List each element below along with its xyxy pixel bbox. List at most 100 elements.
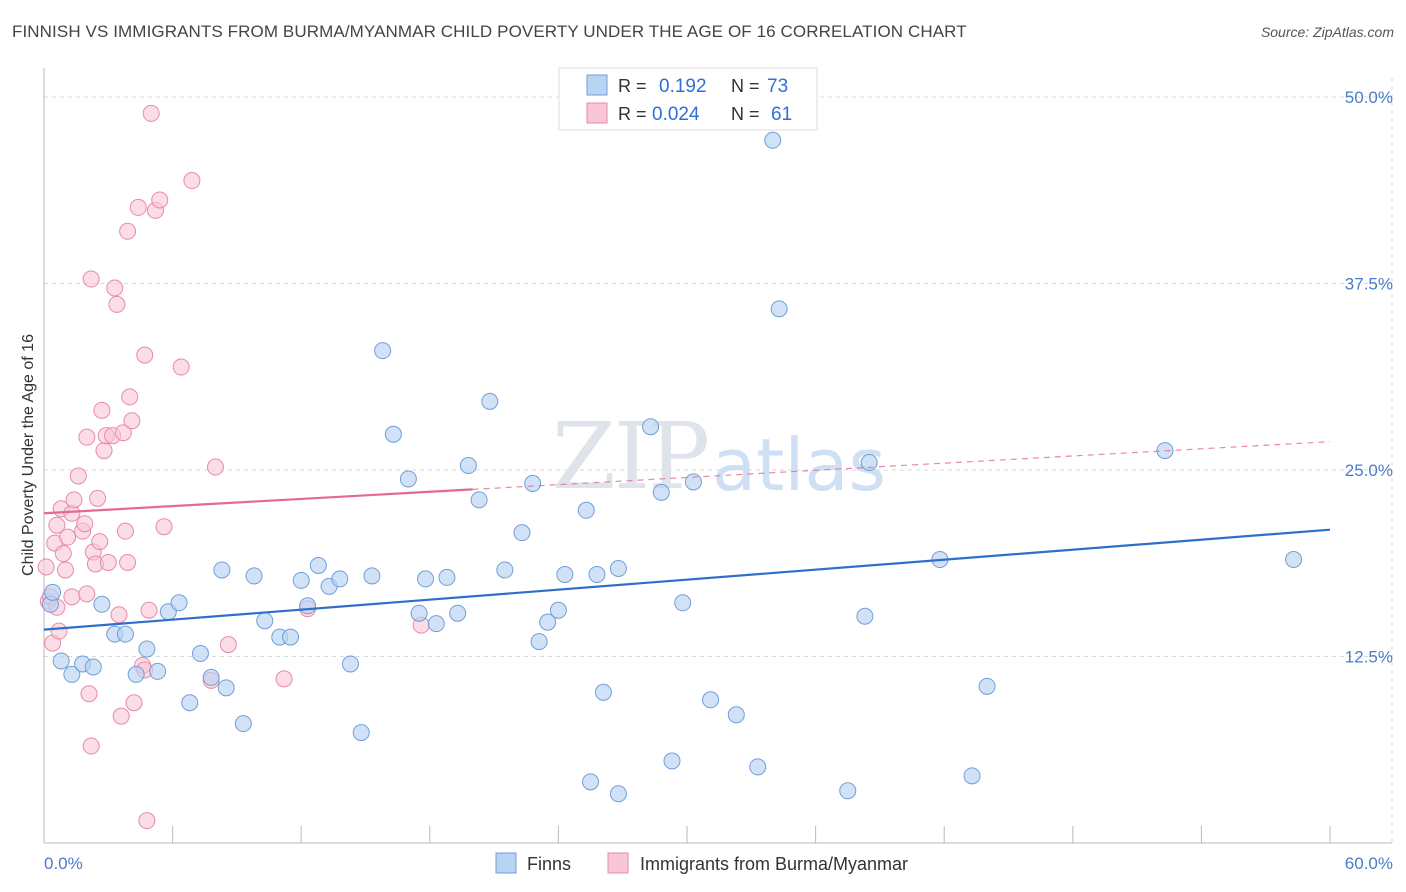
legend-finns-r-label: R = [618, 76, 647, 96]
burma-point [93, 401, 111, 419]
finns-point [63, 665, 81, 683]
finns-point [549, 601, 567, 619]
burma-point [82, 270, 100, 288]
axes [43, 68, 1392, 844]
finns-point [374, 342, 392, 360]
finns-point [582, 773, 600, 791]
finns-point [652, 483, 670, 501]
burma-point [78, 585, 96, 603]
source-label: Source: ZipAtlas.com [1260, 24, 1394, 40]
finns-point [702, 691, 720, 709]
finns-point [84, 658, 102, 676]
burma-point [155, 518, 173, 536]
finns-point [309, 556, 327, 574]
burma-point [54, 545, 72, 563]
finns-point [202, 668, 220, 686]
burma-point [123, 412, 141, 430]
burma-point [119, 222, 137, 240]
burma-point [89, 489, 107, 507]
finns-point [384, 425, 402, 443]
burma-point [63, 588, 81, 606]
y-tick-label: 50.0% [1345, 88, 1393, 107]
burma-point [59, 528, 77, 546]
finns-point [93, 595, 111, 613]
finns-point [588, 565, 606, 583]
watermark-zip: ZIP [552, 403, 708, 510]
finns-point [399, 470, 417, 488]
burma-point [219, 636, 237, 654]
finns-point [577, 501, 595, 519]
burma-point [112, 707, 130, 725]
bottom-legend: Finns Immigrants from Burma/Myanmar [495, 852, 908, 874]
legend-burma-swatch [586, 102, 608, 124]
burma-point [110, 606, 128, 624]
finns-point [417, 570, 435, 588]
finns-point [213, 561, 231, 579]
finns-point [663, 752, 681, 770]
burma-point [106, 279, 124, 297]
burma-point [91, 533, 109, 551]
trend-lines [43, 441, 1331, 631]
burma-point [183, 172, 201, 190]
burma-point [48, 516, 66, 534]
finns-point [138, 640, 156, 658]
burma-point [172, 358, 190, 376]
bottom-legend-burma-label: Immigrants from Burma/Myanmar [640, 854, 908, 874]
burma-point [95, 442, 113, 460]
finns-point [331, 570, 349, 588]
burma-point [56, 561, 74, 579]
finns-point [524, 474, 542, 492]
finns-point [427, 615, 445, 633]
burma-point [136, 346, 154, 364]
y-tick-label: 25.0% [1345, 461, 1393, 480]
burma-point [121, 388, 139, 406]
burma-point [275, 670, 293, 688]
chart-title: FINNISH VS IMMIGRANTS FROM BURMA/MYANMAR… [12, 22, 967, 41]
finns-point [727, 706, 745, 724]
finns-point [292, 571, 310, 589]
burma-point [125, 694, 143, 712]
y-axis-title: Child Poverty Under the Age of 16 [20, 334, 37, 576]
burma-point [99, 554, 117, 572]
finns-point [410, 604, 428, 622]
finns-point [609, 559, 627, 577]
finns-point [594, 683, 612, 701]
burma-point [114, 424, 132, 442]
burma-point [129, 198, 147, 216]
finns-point [856, 607, 874, 625]
finns-point [749, 758, 767, 776]
legend-box: R = 0.192 N = 73 R = 0.024 N = 61 [558, 67, 818, 131]
finns-point [556, 565, 574, 583]
finns-point [127, 665, 145, 683]
burma-point [78, 428, 96, 446]
finns-point [44, 583, 62, 601]
finns-point [470, 491, 488, 509]
grid-lines [44, 78, 1393, 843]
finns-point [245, 567, 263, 585]
legend-finns-n-value: 73 [767, 76, 788, 97]
finns-point [770, 300, 788, 318]
burma-point [80, 685, 98, 703]
legend-burma-n-label: N = [731, 104, 760, 124]
finns-point [674, 594, 692, 612]
finns-point [978, 677, 996, 695]
bottom-legend-finns-swatch [495, 852, 517, 874]
finns-point [609, 785, 627, 803]
finns-point [281, 628, 299, 646]
bottom-legend-finns-label: Finns [527, 854, 571, 874]
burma-point [108, 295, 126, 313]
finns-trend-line [43, 528, 1331, 631]
finns-point [449, 604, 467, 622]
finns-point [52, 652, 70, 670]
finns-point [764, 131, 782, 149]
finns-point [299, 597, 317, 615]
burma-point [142, 104, 160, 122]
tick-labels: 12.5% 25.0% 37.5% 50.0% 0.0% 60.0% [44, 88, 1393, 873]
finns-point [684, 473, 702, 491]
x-tick-label-min: 0.0% [44, 854, 83, 873]
finns-point [217, 679, 235, 697]
finns-point [256, 612, 274, 630]
watermark: ZIP atlas [552, 403, 886, 510]
burma-point [37, 558, 55, 576]
